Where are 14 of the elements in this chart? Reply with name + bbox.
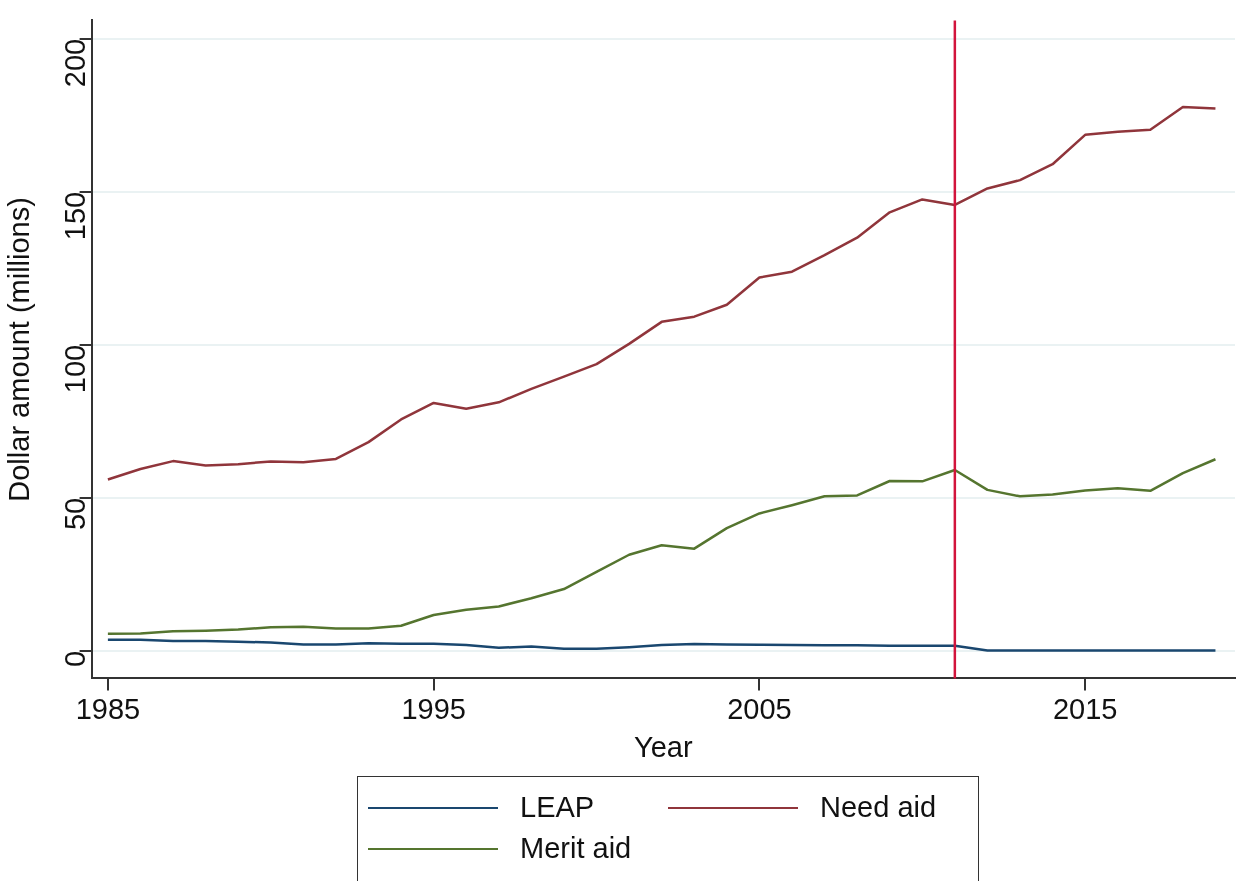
legend-label: Need aid	[820, 791, 937, 824]
y-tick-label: 100	[58, 344, 91, 394]
legend-label: LEAP	[520, 791, 595, 824]
y-tick-label: 50	[58, 497, 91, 531]
x-tick-label: 2005	[727, 692, 792, 725]
x-tick-label: 1985	[75, 692, 141, 725]
y-tick-label: 200	[58, 38, 91, 88]
x-axis-title: Year	[634, 730, 693, 763]
y-axis-title: Dollar amount (millions)	[3, 197, 36, 502]
y-tick-label: 0	[58, 650, 91, 667]
y-tick-label: 150	[58, 191, 91, 241]
x-tick-label: 2015	[1052, 692, 1118, 725]
legend-label: Merit aid	[520, 832, 632, 865]
x-tick-label: 1995	[401, 692, 466, 725]
